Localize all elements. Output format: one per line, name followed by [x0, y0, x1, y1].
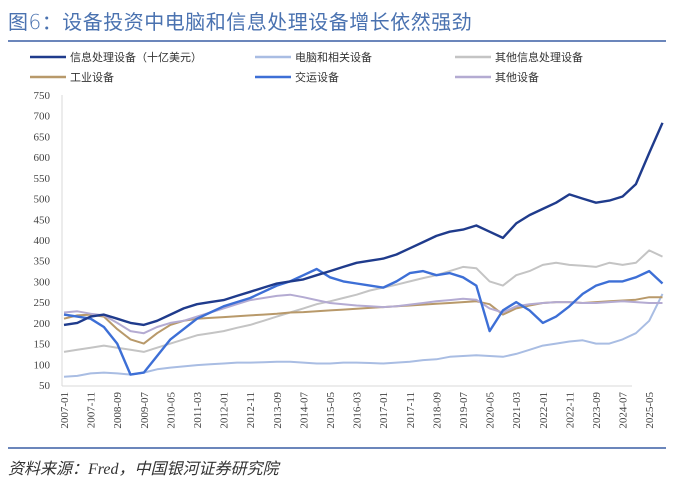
- x-tick-label: 2014-07: [298, 392, 310, 429]
- y-tick-label: 300: [34, 276, 51, 288]
- legend-label: 其他信息处理设备: [495, 50, 583, 64]
- x-tick-label: 2025-05: [644, 392, 656, 429]
- y-tick-label: 250: [34, 297, 51, 309]
- legend-label: 交运设备: [295, 70, 339, 84]
- x-tick-label: 2010-05: [165, 392, 177, 429]
- legend-label: 信息处理设备（十亿美元）: [70, 50, 202, 64]
- y-tick-label: 600: [34, 152, 51, 164]
- x-tick-label: 2019-07: [458, 392, 470, 429]
- y-tick-label: 50: [39, 380, 51, 392]
- x-tick-label: 2020-05: [485, 392, 497, 429]
- x-tick-label: 2007-01: [59, 392, 71, 429]
- y-tick-label: 100: [34, 359, 51, 371]
- x-tick-label: 2021-03: [511, 392, 523, 429]
- legend-label: 其他设备: [495, 70, 539, 84]
- series-lines: [63, 122, 664, 378]
- legend-label: 工业设备: [70, 70, 114, 84]
- title-rule: [8, 40, 666, 42]
- source-note: 资料来源：Fred，中国银河证券研究院: [8, 461, 279, 478]
- x-tick-label: 2018-09: [431, 392, 443, 429]
- y-tick-label: 350: [34, 256, 51, 268]
- series-line-1: [63, 293, 664, 378]
- x-tick-label: 2009-07: [139, 392, 151, 429]
- x-axis-ticks: 2007-01 2007-11 2008-09 2009-07 2010-05 2011-…: [59, 392, 656, 429]
- chart-title: 图6：设备投资中电脑和信息处理设备增长依然强劲: [8, 10, 473, 34]
- y-tick-label: 500: [34, 194, 51, 206]
- y-axis-ticks: 50 100 150 200 250 300 350 400 450 500 550 600 650 70…: [34, 90, 51, 392]
- series-line-5: [63, 293, 663, 335]
- x-tick-label: 2008-09: [112, 392, 124, 429]
- y-tick-label: 200: [34, 318, 51, 330]
- x-tick-label: 2007-11: [86, 392, 98, 428]
- series-line-4: [63, 267, 664, 376]
- x-tick-label: 2012-11: [245, 392, 257, 428]
- y-tick-label: 750: [34, 90, 51, 102]
- x-tick-label: 2023-09: [591, 392, 603, 429]
- series-line-0: [63, 122, 664, 327]
- x-tick-label: 2013-09: [272, 392, 284, 429]
- y-tick-label: 550: [34, 173, 51, 185]
- x-tick-label: 2015-05: [325, 392, 337, 429]
- x-tick-label: 2016-03: [352, 392, 364, 429]
- x-tick-label: 2011-03: [192, 392, 204, 429]
- x-tick-label: 2024-07: [618, 392, 630, 429]
- x-tick-label: 2017-11: [405, 392, 417, 428]
- legend-label: 电脑和相关设备: [295, 50, 372, 64]
- x-tick-label: 2012-01: [219, 392, 231, 429]
- y-tick-label: 400: [34, 235, 51, 247]
- x-tick-label: 2022-01: [538, 392, 550, 429]
- x-tick-label: 2022-11: [564, 392, 576, 428]
- y-tick-label: 700: [34, 111, 51, 123]
- x-tick-label: 2017-01: [378, 392, 390, 429]
- series-line-2: [63, 249, 663, 353]
- y-tick-label: 150: [34, 339, 51, 351]
- footer-rule: [8, 447, 666, 449]
- y-tick-label: 650: [34, 131, 51, 143]
- y-tick-label: 450: [34, 214, 51, 226]
